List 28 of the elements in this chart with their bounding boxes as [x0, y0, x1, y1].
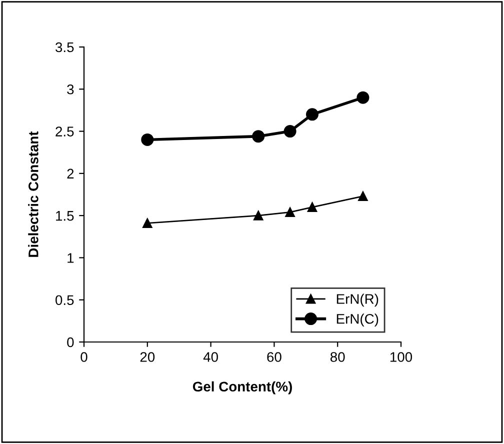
point — [306, 108, 318, 121]
y-tick-label: 0 — [67, 337, 74, 348]
point — [356, 91, 370, 104]
y-tick-label: 3.5 — [56, 42, 74, 52]
y-tick-label: 3 — [67, 84, 74, 94]
y-axis-title: Dielectric Constant — [28, 131, 38, 257]
point — [253, 210, 264, 220]
y-tick-label: 2.5 — [56, 126, 74, 136]
y-tick-label: 0.5 — [56, 295, 74, 306]
point — [252, 130, 265, 143]
point — [141, 133, 154, 146]
legend-label: ErN(R) — [336, 294, 378, 307]
point — [358, 191, 368, 202]
y-tick-label: 1.5 — [56, 211, 74, 221]
x-tick-label: 0 — [80, 352, 88, 362]
x-tick-label: 40 — [203, 352, 218, 362]
x-tick-label: 80 — [330, 352, 345, 362]
x-tick-label: 100 — [390, 352, 412, 362]
point — [285, 207, 295, 218]
point — [284, 125, 296, 138]
point — [307, 202, 318, 212]
legend-label: ErN(C) — [336, 314, 378, 327]
point — [142, 218, 152, 228]
x-axis-title: Gel Content(%) — [192, 381, 292, 394]
x-tick-label: 60 — [267, 352, 282, 362]
x-tick-label: 20 — [140, 352, 155, 362]
y-tick-label: 1 — [68, 253, 74, 263]
y-tick-label: 2 — [67, 168, 74, 178]
